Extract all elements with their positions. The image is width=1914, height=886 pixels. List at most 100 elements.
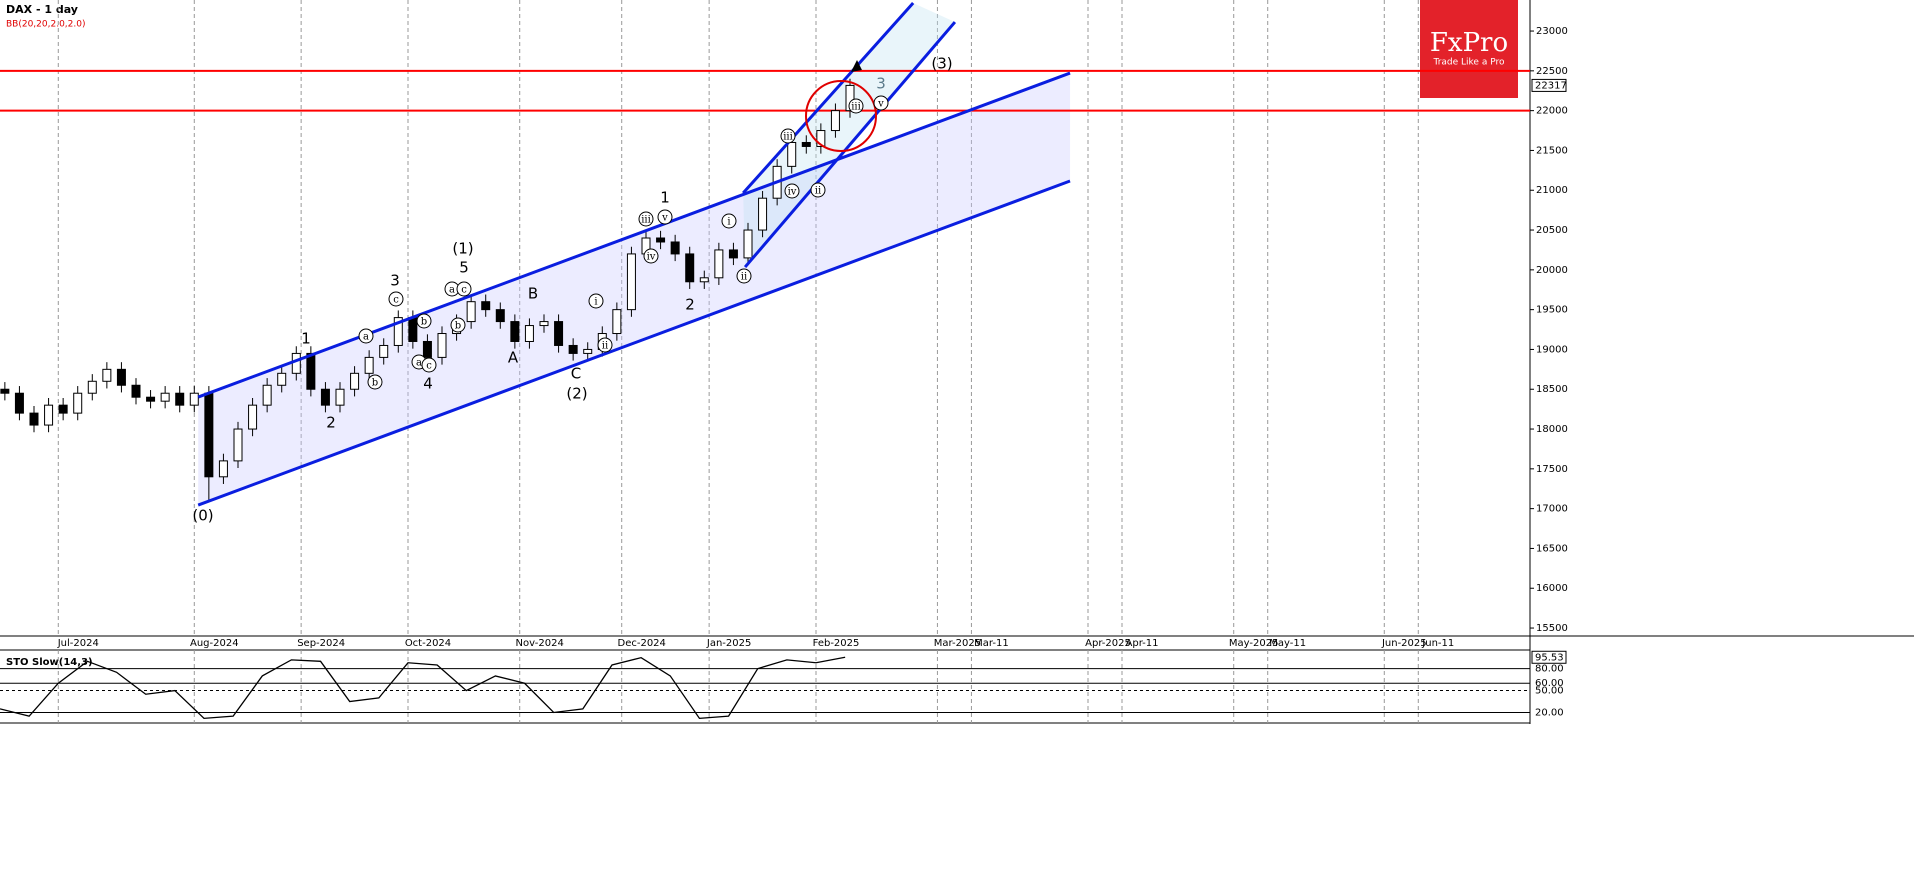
y-tick-label: 20500 bbox=[1536, 225, 1568, 236]
candle-body bbox=[58, 404, 68, 414]
candle-body bbox=[350, 372, 360, 390]
price-box bbox=[1531, 650, 1567, 664]
subwave-circle bbox=[416, 313, 432, 329]
subwave-label: b bbox=[372, 378, 378, 389]
subwave-circle bbox=[784, 183, 800, 199]
y-tick-label: 17000 bbox=[1536, 504, 1568, 515]
candle-body bbox=[0, 388, 10, 394]
candle-body bbox=[248, 404, 258, 430]
y-tick-label: 16000 bbox=[1536, 583, 1568, 594]
candle-body bbox=[714, 249, 724, 279]
candle-body bbox=[335, 388, 345, 406]
y-tick-label: 20000 bbox=[1536, 265, 1568, 276]
y-tick-label: 19000 bbox=[1536, 344, 1568, 355]
candle-body bbox=[262, 384, 272, 406]
candle-body bbox=[408, 317, 418, 342]
candle-body bbox=[524, 325, 534, 342]
subwave-circle bbox=[736, 268, 752, 284]
candle-body bbox=[175, 392, 185, 406]
subwave-label: iv bbox=[788, 187, 797, 198]
candle-body bbox=[160, 392, 170, 402]
subwave-circle bbox=[780, 128, 796, 144]
subwave-circle bbox=[643, 248, 659, 264]
candle-body bbox=[291, 352, 301, 374]
subwave-label: a bbox=[449, 285, 455, 296]
candle-body bbox=[146, 396, 156, 402]
wave-label: (3) bbox=[931, 55, 952, 73]
subwave-circle bbox=[450, 317, 466, 333]
x-tick-label: Oct-2024 bbox=[405, 638, 451, 649]
subwave-label: c bbox=[426, 361, 432, 372]
candle-body bbox=[102, 368, 112, 382]
y-tick-label: 18500 bbox=[1536, 384, 1568, 395]
wave-label: (2) bbox=[566, 385, 587, 403]
subwave-circle bbox=[597, 337, 613, 353]
candle-body bbox=[393, 317, 403, 346]
channel-line bbox=[743, 21, 957, 269]
candle-body bbox=[277, 372, 287, 386]
subwave-circle bbox=[657, 209, 673, 225]
subwave-label: iv bbox=[647, 252, 656, 263]
subwave-circle bbox=[873, 95, 889, 111]
subwave-label: a bbox=[416, 358, 422, 369]
logo-box bbox=[1420, 0, 1518, 98]
channel-line bbox=[742, 2, 915, 195]
candle-body bbox=[14, 392, 24, 414]
candle-body bbox=[583, 348, 593, 354]
subwave-label: b bbox=[455, 321, 461, 332]
wave-label: 4 bbox=[423, 375, 433, 393]
stochastic-tick-label: 20.00 bbox=[1535, 707, 1564, 718]
stochastic-tick-label: 50.00 bbox=[1535, 686, 1564, 697]
candle-body bbox=[306, 352, 316, 390]
subwave-label: v bbox=[877, 99, 884, 110]
candle-body bbox=[554, 321, 564, 346]
y-tick-label: 21500 bbox=[1536, 145, 1568, 156]
subwave-label: iii bbox=[851, 102, 861, 113]
subwave-circle bbox=[588, 293, 604, 309]
candle-body bbox=[320, 388, 330, 406]
logo-tagline: Trade Like a Pro bbox=[1433, 58, 1505, 68]
subwave-label: ii bbox=[741, 272, 747, 283]
wave-label: (1) bbox=[452, 240, 473, 258]
y-tick-label: 22500 bbox=[1536, 66, 1568, 77]
candle-body bbox=[685, 253, 695, 283]
x-tick-label: Jul-2024 bbox=[57, 638, 99, 649]
subwave-circle bbox=[721, 213, 737, 229]
subwave-label: a bbox=[363, 332, 369, 343]
y-tick-label: 22000 bbox=[1536, 106, 1568, 117]
x-tick-label: Jun-2025 bbox=[1381, 638, 1427, 649]
channel-line bbox=[197, 71, 1071, 399]
subwave-label: b bbox=[421, 317, 427, 328]
candle-body bbox=[116, 368, 126, 386]
candle-body bbox=[364, 356, 374, 374]
candle-body bbox=[656, 237, 666, 243]
subwave-label: c bbox=[461, 285, 467, 296]
candle-body bbox=[816, 130, 826, 147]
candle-body bbox=[612, 309, 622, 335]
candle-body bbox=[481, 301, 491, 311]
wave-label: 1 bbox=[660, 189, 670, 207]
x-tick-label: Mar-2025 bbox=[934, 638, 981, 649]
subwave-circle bbox=[358, 328, 374, 344]
x-tick-label: Mar-11 bbox=[974, 638, 1009, 649]
y-tick-label: 15500 bbox=[1536, 623, 1568, 634]
highlight-circle bbox=[805, 80, 877, 152]
subwave-label: i bbox=[594, 297, 597, 308]
x-tick-label: May-2025 bbox=[1229, 638, 1279, 649]
x-tick-label: Jun-11 bbox=[1421, 638, 1454, 649]
candle-body bbox=[87, 380, 97, 394]
candle-body bbox=[758, 197, 768, 231]
candle-body bbox=[743, 229, 753, 259]
wave-label: 3 bbox=[390, 272, 400, 290]
y-tick-label: 18000 bbox=[1536, 424, 1568, 435]
subwave-label: i bbox=[727, 217, 730, 228]
stochastic-tick-label: 60.00 bbox=[1535, 678, 1564, 689]
candle-body bbox=[510, 321, 520, 342]
price-box bbox=[1531, 78, 1567, 92]
y-tick-label: 23000 bbox=[1536, 26, 1568, 37]
candle-body bbox=[379, 344, 389, 358]
candle-body bbox=[539, 321, 549, 327]
wave-label: 2 bbox=[685, 296, 695, 314]
y-tick-label: 21000 bbox=[1536, 185, 1568, 196]
